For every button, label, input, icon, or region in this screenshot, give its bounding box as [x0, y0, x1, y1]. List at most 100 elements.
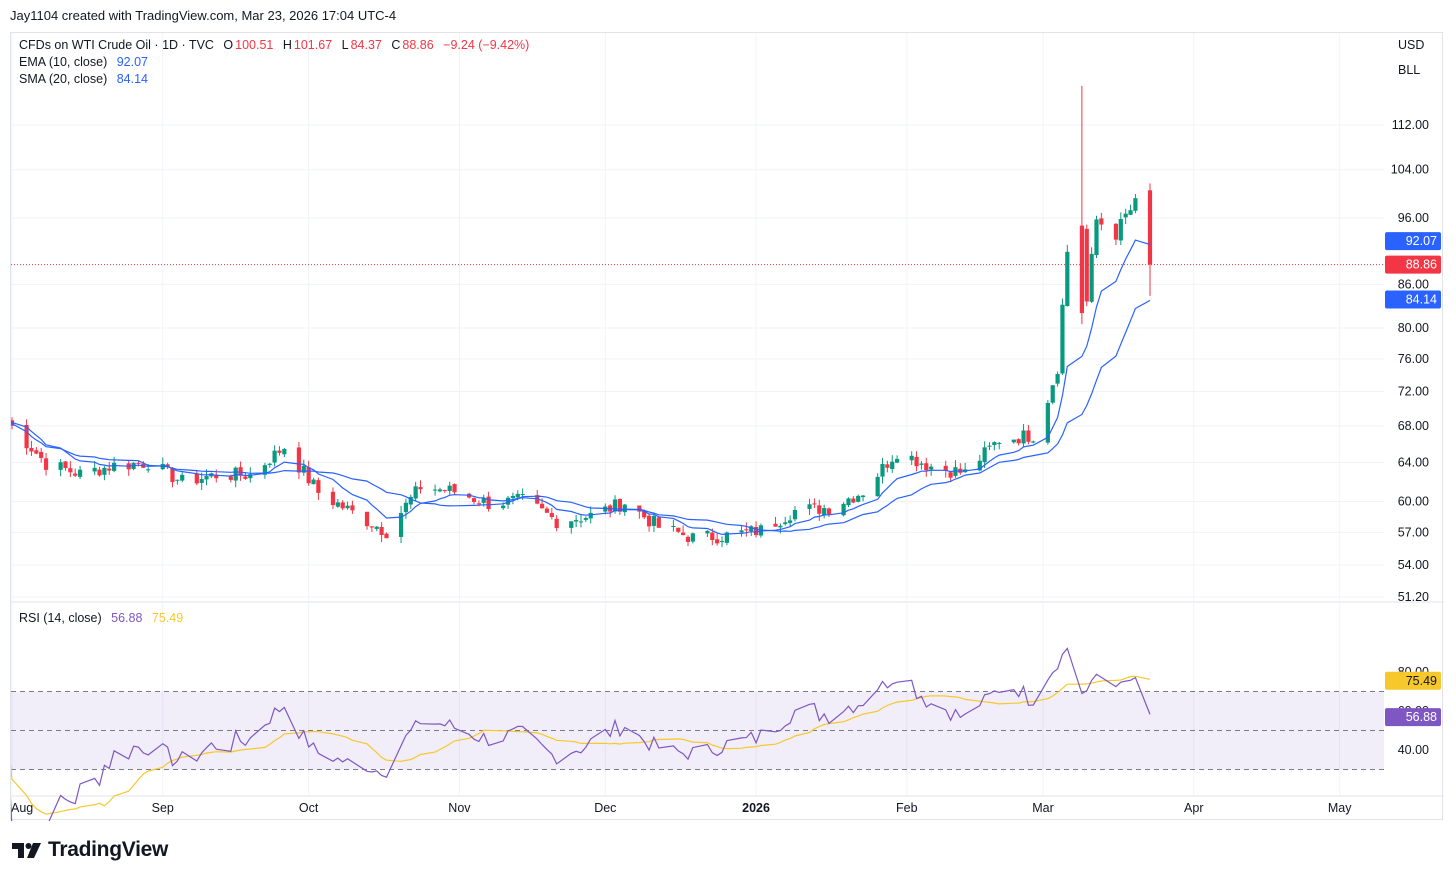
candle-body: [622, 504, 627, 513]
candle-body: [199, 479, 204, 483]
candle-body: [501, 505, 506, 509]
high-value: 101.67: [293, 38, 333, 52]
y-tick-label: 104.00: [1391, 163, 1429, 177]
rsi-label: RSI (14, close): [19, 611, 102, 625]
candle-body: [408, 496, 413, 505]
candle-body: [301, 465, 306, 473]
x-tick-label: Dec: [594, 801, 616, 815]
rsi-line: [11, 647, 1151, 821]
candle-body: [437, 489, 443, 492]
tradingview-logo[interactable]: TradingView: [12, 838, 168, 862]
candle-body: [350, 505, 355, 511]
tradingview-wordmark: TradingView: [48, 838, 169, 861]
candle-body: [73, 473, 78, 476]
candle-body: [890, 461, 895, 470]
candle-body: [1011, 439, 1016, 443]
candle-body: [778, 525, 783, 528]
candle-body: [1050, 385, 1055, 403]
candle-body: [953, 467, 958, 476]
candle-body: [749, 526, 754, 532]
ema-price-badge-text: 92.07: [1406, 234, 1437, 248]
candle-body: [671, 526, 676, 528]
sma-legend[interactable]: SMA (20, close) 84.14: [19, 72, 150, 86]
candle-body: [1133, 198, 1138, 211]
y-tick-label: 68.00: [1398, 419, 1429, 433]
candle-body: [826, 508, 832, 515]
candle-body: [919, 463, 924, 465]
candle-body: [418, 487, 423, 490]
candle-body: [841, 503, 846, 516]
candle-body: [846, 498, 851, 506]
candle-body: [909, 455, 914, 461]
close-value: 88.86: [402, 38, 434, 52]
high-label: H: [282, 38, 292, 52]
candle-body: [384, 533, 389, 539]
candle-body: [262, 465, 267, 475]
y-tick-label: 57.00: [1398, 525, 1429, 539]
candle-body: [924, 463, 929, 471]
candle-body: [783, 522, 788, 525]
chart-canvas[interactable]: Aug Sep Oct Nov Dec 2026 Feb Mar Apr May 51.20 54.0…: [11, 33, 1444, 821]
candle-body: [194, 474, 199, 484]
unit-label[interactable]: BLL: [1398, 63, 1421, 77]
x-tick-label: Sep: [152, 801, 174, 815]
y-tick-label: 112.00: [1392, 118, 1429, 132]
candle-body: [812, 503, 817, 505]
candle-body: [1147, 190, 1153, 265]
candle-body: [1031, 441, 1036, 443]
candle-body: [1045, 402, 1050, 443]
candle-body: [681, 532, 686, 536]
y-tick-label: 86.00: [1398, 277, 1429, 291]
candle-body: [574, 520, 579, 522]
candle-body: [578, 521, 584, 523]
candle-body: [476, 503, 481, 505]
x-tick-label: Feb: [896, 801, 918, 815]
candle-body: [97, 469, 102, 476]
candle-body: [170, 467, 175, 483]
candle-body: [180, 474, 185, 481]
x-tick-label: 2026: [742, 801, 770, 815]
y-tick-label: 54.00: [1398, 558, 1429, 572]
candle-body: [165, 464, 170, 467]
candle-body: [345, 505, 350, 509]
y-tick-label: 72.00: [1398, 384, 1429, 398]
candle-body: [1065, 251, 1070, 307]
candle-body: [452, 484, 457, 493]
sma-value: 84.14: [116, 72, 148, 86]
candle-body: [948, 472, 953, 478]
ema-legend[interactable]: EMA (10, close) 92.07: [19, 55, 150, 69]
candle-body: [1099, 218, 1104, 225]
candle-body: [510, 495, 516, 498]
open-value: 100.51: [235, 38, 274, 52]
candle-body: [228, 476, 233, 480]
candle-body: [340, 502, 345, 509]
rsi-ma-badge-text: 75.49: [1406, 674, 1437, 688]
candle-body: [102, 467, 107, 475]
candle-body: [1089, 253, 1094, 302]
candle-body: [39, 451, 44, 458]
candle-body: [1055, 374, 1060, 384]
currency-label[interactable]: USD: [1398, 38, 1425, 52]
candle-body: [860, 495, 866, 498]
candle-body: [1084, 228, 1089, 302]
y-tick-label: 51.20: [1398, 590, 1429, 604]
rsi-legend[interactable]: RSI (14, close) 56.88 75.49: [19, 611, 185, 625]
candle-body: [943, 465, 948, 471]
candle-body: [296, 447, 302, 473]
x-tick-label: May: [1328, 801, 1352, 815]
x-tick-label: Mar: [1032, 801, 1054, 815]
candle-body: [1026, 430, 1031, 442]
open-label: O: [223, 38, 234, 52]
candle-body: [267, 463, 272, 465]
chart-frame[interactable]: Aug Sep Oct Nov Dec 2026 Feb Mar Apr May 51.20 54.0…: [10, 32, 1444, 821]
symbol-legend[interactable]: CFDs on WTI Crude Oil · 1D · TVC O 100.51…: [19, 38, 531, 52]
candle-body: [1060, 304, 1065, 374]
candle-body: [364, 511, 370, 527]
candle-body: [549, 512, 554, 518]
candle-body: [374, 526, 379, 529]
candle-body: [880, 464, 885, 477]
candle-body: [987, 445, 992, 447]
candle-body: [442, 490, 447, 492]
candle-body: [807, 504, 812, 509]
ema-line: [11, 239, 1151, 536]
